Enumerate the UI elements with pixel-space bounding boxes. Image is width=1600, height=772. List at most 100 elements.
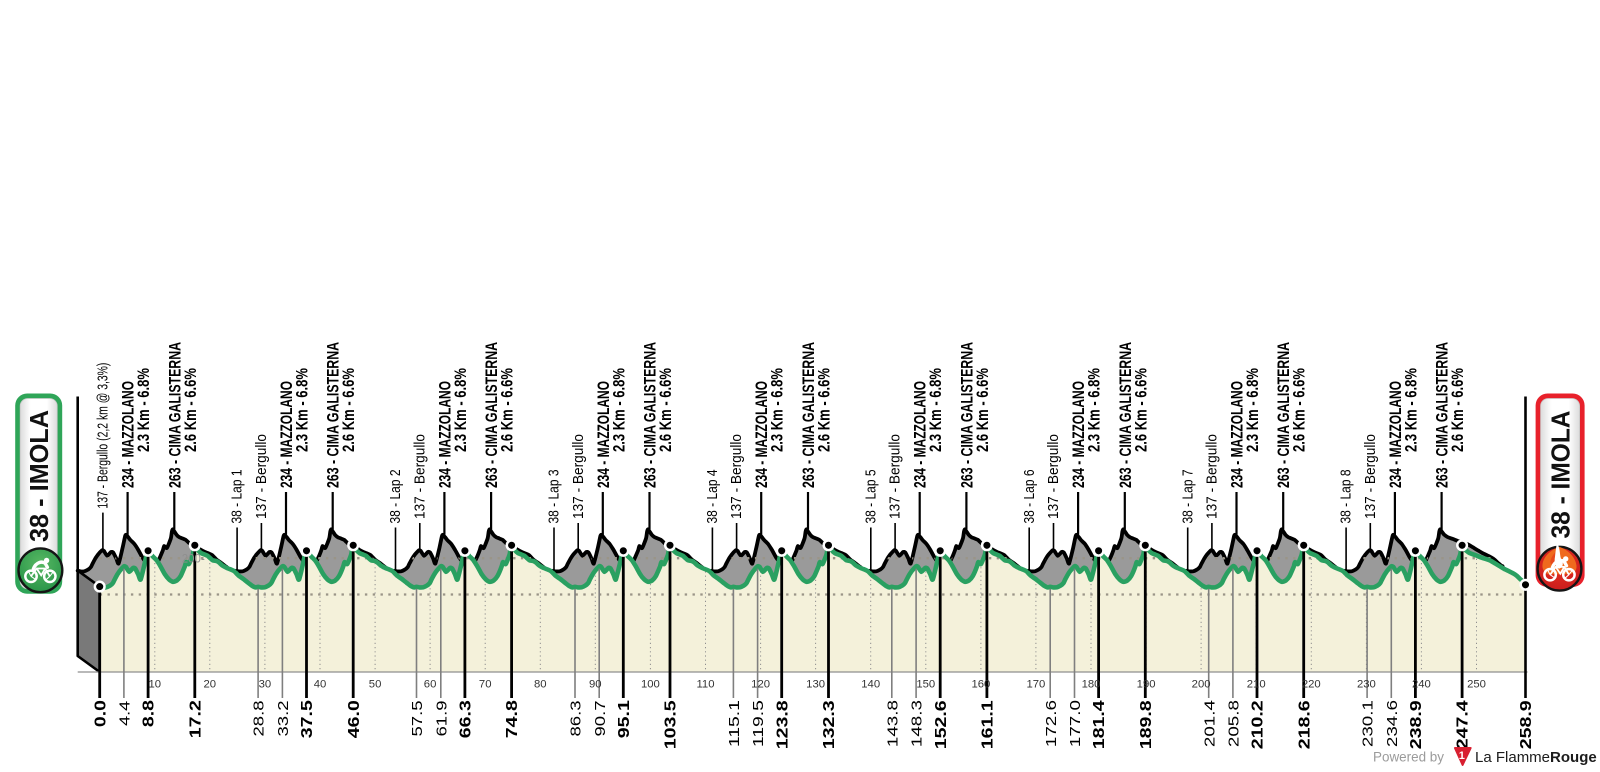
svg-text:38 - Lap 5: 38 - Lap 5 (862, 470, 879, 524)
svg-text:66.3: 66.3 (458, 700, 475, 738)
svg-text:120: 120 (751, 679, 770, 691)
svg-text:2.6 Km - 6.6%: 2.6 Km - 6.6% (1290, 368, 1309, 452)
svg-text:190: 190 (1137, 679, 1156, 691)
svg-text:177.0: 177.0 (1067, 700, 1084, 747)
svg-text:17.2: 17.2 (187, 700, 204, 738)
svg-text:170: 170 (1026, 679, 1045, 691)
svg-text:160: 160 (971, 679, 990, 691)
svg-text:38 - IMOLA: 38 - IMOLA (1546, 410, 1576, 538)
svg-text:2.6 Km - 6.6%: 2.6 Km - 6.6% (656, 368, 675, 452)
svg-text:37.5: 37.5 (299, 700, 316, 738)
svg-text:38 - Lap 7: 38 - Lap 7 (1179, 470, 1196, 524)
svg-text:200: 200 (1192, 679, 1211, 691)
svg-text:2.6 Km - 6.6%: 2.6 Km - 6.6% (815, 368, 834, 452)
svg-text:115.1: 115.1 (726, 700, 743, 747)
svg-text:200-: 200- (182, 554, 205, 566)
svg-text:2.6 Km - 6.6%: 2.6 Km - 6.6% (339, 368, 358, 452)
svg-text:38 - Lap 1: 38 - Lap 1 (229, 470, 246, 524)
svg-text:218.6: 218.6 (1296, 700, 1313, 749)
svg-text:110: 110 (696, 679, 714, 691)
svg-text:220: 220 (1302, 679, 1321, 691)
svg-text:60: 60 (424, 679, 437, 691)
svg-text:210.2: 210.2 (1250, 700, 1267, 749)
svg-text:119.5: 119.5 (750, 700, 767, 747)
svg-text:57.5: 57.5 (409, 701, 426, 737)
svg-text:123.8: 123.8 (774, 700, 791, 749)
svg-text:234 - MAZZOLANO: 234 - MAZZOLANO (277, 381, 296, 488)
svg-text:263 - CIMA GALISTERNA: 263 - CIMA GALISTERNA (165, 342, 184, 488)
svg-text:2.3 Km - 6.8%: 2.3 Km - 6.8% (1243, 368, 1262, 452)
svg-text:40: 40 (314, 679, 327, 691)
svg-text:263 - CIMA GALISTERNA: 263 - CIMA GALISTERNA (324, 342, 343, 488)
svg-text:180: 180 (1082, 679, 1101, 691)
svg-text:230.1: 230.1 (1360, 700, 1377, 747)
svg-text:137 - Bergullo: 137 - Bergullo (1204, 434, 1221, 519)
svg-text:161.1: 161.1 (980, 700, 997, 749)
svg-text:240: 240 (1412, 679, 1431, 691)
svg-text:137 - Bergullo: 137 - Bergullo (411, 434, 428, 519)
svg-text:100: 100 (641, 679, 660, 691)
svg-text:205.8: 205.8 (1226, 700, 1243, 747)
svg-text:2.3 Km - 6.8%: 2.3 Km - 6.8% (609, 368, 628, 452)
svg-text:2.6 Km - 6.6%: 2.6 Km - 6.6% (1448, 368, 1467, 452)
svg-text:152.6: 152.6 (933, 700, 950, 749)
svg-text:61.9: 61.9 (433, 701, 450, 737)
svg-text:2.3 Km - 6.8%: 2.3 Km - 6.8% (451, 368, 470, 452)
svg-text:140: 140 (861, 679, 880, 691)
svg-text:80: 80 (534, 679, 547, 691)
svg-text:137 - Bergullo: 137 - Bergullo (253, 434, 270, 519)
svg-text:137 - Bergullo: 137 - Bergullo (570, 434, 587, 519)
svg-text:201.4: 201.4 (1201, 700, 1218, 747)
svg-text:263 - CIMA GALISTERNA: 263 - CIMA GALISTERNA (1116, 342, 1135, 488)
svg-text:137 - Bergullo: 137 - Bergullo (1362, 434, 1379, 519)
svg-text:10: 10 (149, 679, 162, 691)
svg-text:2.3 Km - 6.8%: 2.3 Km - 6.8% (1401, 368, 1420, 452)
svg-text:0.0: 0.0 (92, 700, 109, 727)
svg-text:38 - IMOLA: 38 - IMOLA (24, 410, 54, 542)
svg-text:263 - CIMA GALISTERNA: 263 - CIMA GALISTERNA (799, 342, 818, 488)
svg-text:La FlammeRouge: La FlammeRouge (1475, 749, 1597, 766)
svg-text:95.1: 95.1 (616, 700, 633, 738)
svg-text:70: 70 (479, 679, 492, 691)
svg-text:181.4: 181.4 (1091, 700, 1108, 749)
svg-text:2.6 Km - 6.6%: 2.6 Km - 6.6% (973, 368, 992, 452)
svg-text:90: 90 (589, 679, 602, 691)
svg-text:143.8: 143.8 (884, 700, 901, 747)
svg-text:132.3: 132.3 (821, 700, 838, 749)
svg-text:148.3: 148.3 (909, 700, 926, 747)
svg-text:130: 130 (806, 679, 825, 691)
svg-text:2.6 Km - 6.6%: 2.6 Km - 6.6% (1131, 368, 1150, 452)
svg-text:234.6: 234.6 (1384, 700, 1401, 747)
svg-text:150: 150 (916, 679, 935, 691)
svg-text:234 - MAZZOLANO: 234 - MAZZOLANO (119, 381, 138, 488)
svg-text:234 - MAZZOLANO: 234 - MAZZOLANO (1069, 381, 1088, 488)
svg-text:1: 1 (1459, 750, 1465, 762)
svg-text:33.2: 33.2 (275, 701, 292, 737)
svg-text:74.8: 74.8 (504, 700, 521, 738)
svg-text:234 - MAZZOLANO: 234 - MAZZOLANO (752, 381, 771, 488)
svg-text:234 - MAZZOLANO: 234 - MAZZOLANO (1386, 381, 1405, 488)
svg-text:4.4: 4.4 (117, 701, 134, 726)
svg-text:2.3 Km - 6.8%: 2.3 Km - 6.8% (134, 368, 153, 452)
svg-text:247.4: 247.4 (1455, 700, 1472, 749)
svg-text:189.8: 189.8 (1138, 700, 1155, 749)
svg-text:263 - CIMA GALISTERNA: 263 - CIMA GALISTERNA (641, 342, 660, 488)
svg-text:Powered by: Powered by (1373, 750, 1444, 765)
svg-text:2.6 Km - 6.6%: 2.6 Km - 6.6% (498, 368, 517, 452)
svg-text:172.6: 172.6 (1043, 700, 1060, 747)
svg-text:238.9: 238.9 (1408, 700, 1425, 749)
svg-text:2.3 Km - 6.8%: 2.3 Km - 6.8% (926, 368, 945, 452)
svg-text:38 - Lap 3: 38 - Lap 3 (546, 470, 563, 524)
svg-text:86.3: 86.3 (568, 701, 585, 737)
svg-text:2.3 Km - 6.8%: 2.3 Km - 6.8% (293, 368, 312, 452)
svg-text:8.8: 8.8 (141, 700, 158, 727)
svg-text:230: 230 (1357, 679, 1376, 691)
svg-text:2.3 Km - 6.8%: 2.3 Km - 6.8% (768, 368, 787, 452)
svg-text:38 - Lap 2: 38 - Lap 2 (387, 470, 404, 524)
svg-text:234 - MAZZOLANO: 234 - MAZZOLANO (435, 381, 454, 488)
svg-text:234 - MAZZOLANO: 234 - MAZZOLANO (1228, 381, 1247, 488)
svg-text:137 - Bergullo: 137 - Bergullo (728, 434, 745, 519)
svg-text:137 - Bergullo: 137 - Bergullo (1045, 434, 1062, 519)
svg-text:210: 210 (1247, 679, 1266, 691)
svg-text:250: 250 (1467, 679, 1486, 691)
